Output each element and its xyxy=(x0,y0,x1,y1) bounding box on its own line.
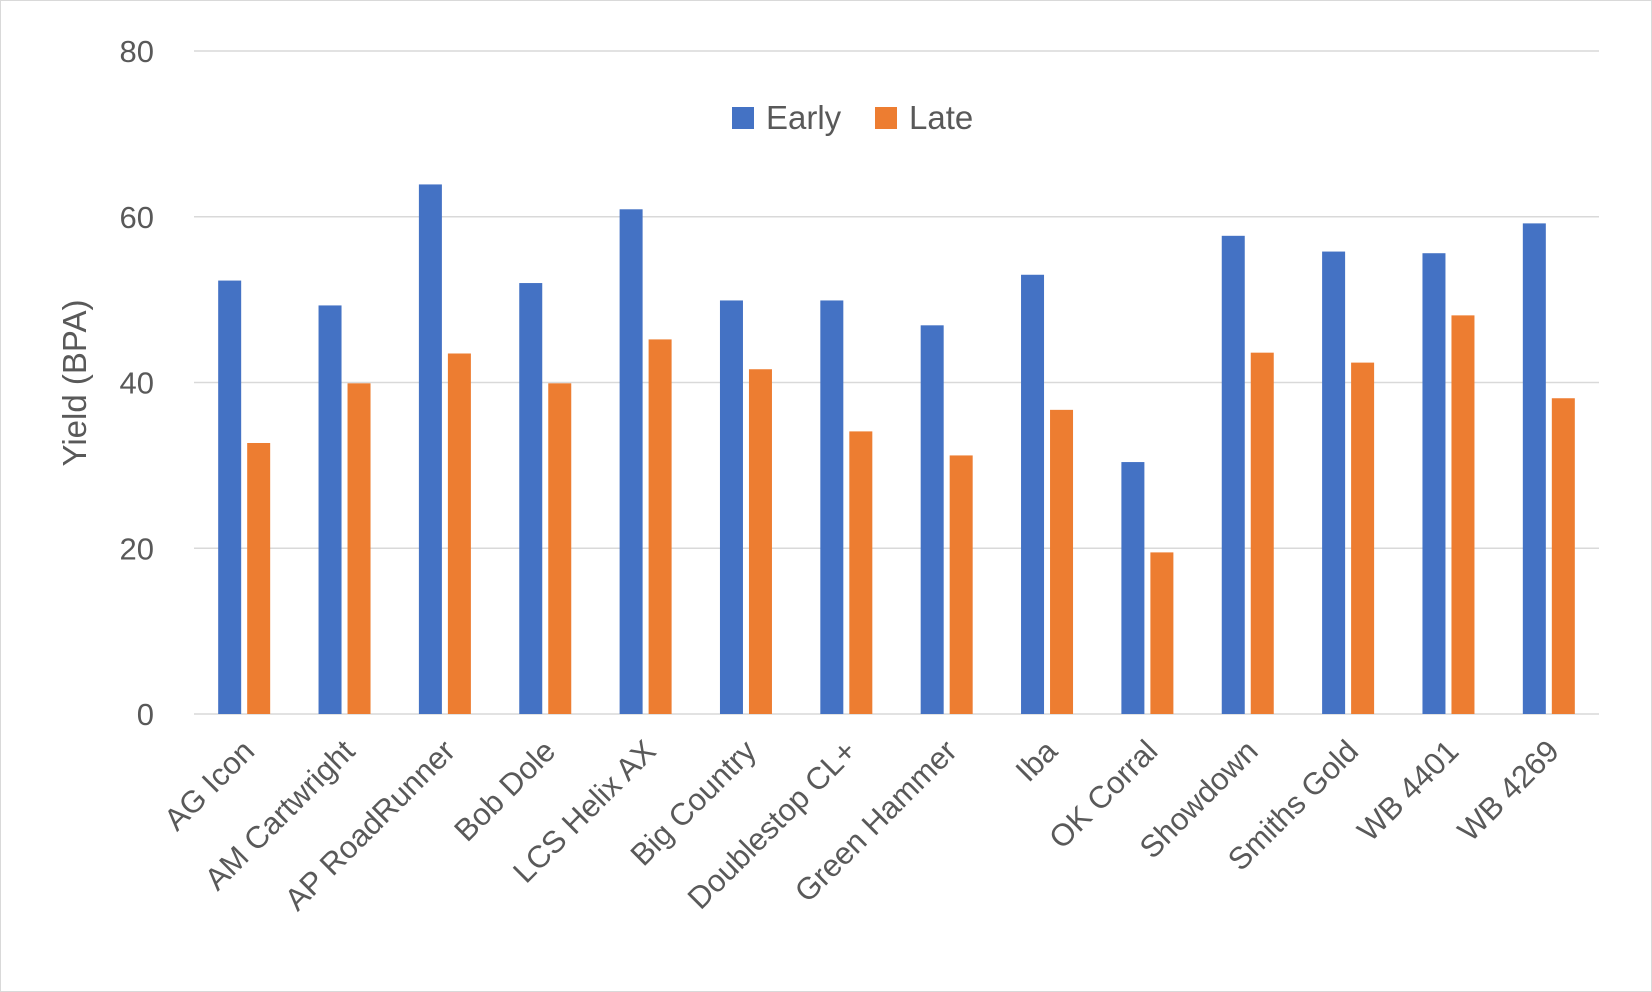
bar-late xyxy=(1250,352,1274,714)
bar-late xyxy=(1451,315,1475,714)
bar-early xyxy=(1221,235,1245,714)
bar-early xyxy=(1422,253,1446,714)
bar-early xyxy=(218,280,242,714)
legend-swatch-early xyxy=(732,107,754,129)
legend-swatch-late xyxy=(875,107,897,129)
y-tick-label: 0 xyxy=(137,697,154,732)
x-tick-label: AP RoadRunner xyxy=(278,733,462,917)
bar-early xyxy=(1021,274,1045,714)
gridlines xyxy=(194,50,1599,715)
x-tick-label: AG Icon xyxy=(157,733,261,837)
bar-late xyxy=(548,383,572,714)
bar-late xyxy=(1150,552,1174,714)
y-tick-label: 80 xyxy=(120,34,154,69)
y-axis-tick-labels: 0 20 40 60 80 xyxy=(120,34,154,732)
bar-early xyxy=(519,283,543,714)
bars xyxy=(218,184,1575,714)
bar-early xyxy=(820,300,844,714)
bar-early xyxy=(1522,223,1546,714)
x-tick-label: WB 4269 xyxy=(1451,733,1566,848)
bar-early xyxy=(920,325,944,714)
bar-late xyxy=(1050,409,1074,714)
bar-late xyxy=(1351,362,1375,714)
x-tick-label: Doublestop CL+ xyxy=(681,733,864,916)
bar-early xyxy=(418,184,442,714)
bar-early xyxy=(1121,462,1145,714)
legend-label-early: Early xyxy=(766,99,842,136)
x-tick-label: Iba xyxy=(1009,733,1065,789)
y-tick-label: 60 xyxy=(120,200,154,235)
y-axis-title: Yield (BPA) xyxy=(56,300,93,467)
bar-late xyxy=(748,369,772,714)
bar-late xyxy=(447,353,471,714)
bar-late xyxy=(949,455,973,714)
x-tick-label: WB 4401 xyxy=(1350,733,1465,848)
legend: Early Late xyxy=(732,99,973,136)
legend-label-late: Late xyxy=(909,99,973,136)
bar-early xyxy=(318,305,342,714)
bar-early xyxy=(1322,251,1346,714)
y-tick-label: 40 xyxy=(120,366,154,401)
bar-late xyxy=(849,431,873,714)
y-tick-label: 20 xyxy=(120,531,154,566)
bar-late xyxy=(247,442,271,714)
bar-early xyxy=(719,300,743,714)
bar-late xyxy=(347,383,371,714)
bar-early xyxy=(619,209,643,714)
bar-late xyxy=(648,339,672,714)
bar-late xyxy=(1551,398,1575,714)
